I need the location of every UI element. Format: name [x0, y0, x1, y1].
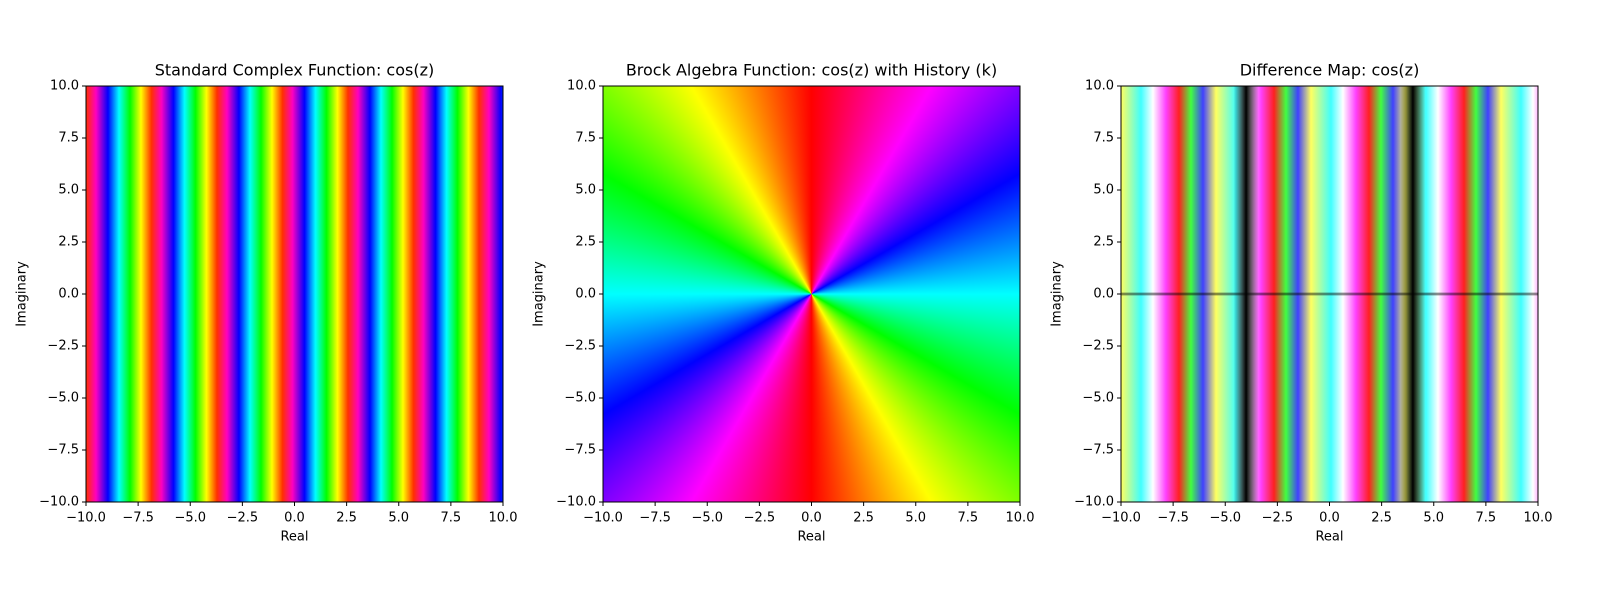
x-tick-label: 10.0: [1524, 511, 1553, 526]
image: [86, 86, 503, 502]
x-tick-label: −5.0: [691, 511, 723, 526]
x-axis-label: Real: [1315, 530, 1343, 545]
y-tick-label: −10.0: [556, 495, 596, 510]
y-tick-label: 5.0: [58, 183, 79, 198]
image: [1121, 86, 1538, 502]
y-tick-label: 2.5: [58, 235, 79, 250]
axes-frame: [85, 85, 504, 503]
x-axis-label: Real: [797, 530, 825, 545]
x-tick-label: 0.0: [284, 511, 305, 526]
y-tick-label: 7.5: [575, 131, 596, 146]
image: [603, 86, 1020, 502]
y-tick-label: 0.0: [575, 287, 596, 302]
y-tick-label: −7.5: [564, 443, 596, 458]
x-tick-label: −2.5: [744, 511, 776, 526]
y-tick-label: 10.0: [567, 79, 596, 94]
x-tick-label: −10.0: [583, 511, 623, 526]
x-tick-label: −7.5: [1157, 511, 1189, 526]
x-tick-label: 0.0: [801, 511, 822, 526]
axes-frame: [1120, 85, 1539, 503]
y-axis-label: Imaginary: [1050, 261, 1065, 327]
y-tick-label: 2.5: [1093, 235, 1114, 250]
y-tick-label: 0.0: [1093, 287, 1114, 302]
x-tick-label: −7.5: [639, 511, 671, 526]
y-tick-label: −10.0: [39, 495, 79, 510]
x-tick-label: −5.0: [1209, 511, 1241, 526]
x-tick-label: 2.5: [1371, 511, 1392, 526]
y-tick-label: 7.5: [1093, 131, 1114, 146]
y-tick-label: 10.0: [1085, 79, 1114, 94]
x-tick-label: 2.5: [336, 511, 357, 526]
y-tick-label: −7.5: [47, 443, 79, 458]
x-axis-label: Real: [280, 530, 308, 545]
y-tick-label: 5.0: [1093, 183, 1114, 198]
chart-title: Difference Map: cos(z): [1240, 61, 1420, 80]
x-tick-label: 7.5: [1476, 511, 1497, 526]
chart-title: Brock Algebra Function: cos(z) with Hist…: [626, 61, 997, 80]
y-tick-label: 5.0: [575, 183, 596, 198]
axes-frame: [602, 85, 1021, 503]
y-tick-label: −7.5: [1082, 443, 1114, 458]
x-tick-label: 7.5: [441, 511, 462, 526]
x-tick-label: −10.0: [66, 511, 106, 526]
y-tick-label: −2.5: [564, 339, 596, 354]
x-tick-label: 5.0: [388, 511, 409, 526]
y-tick-label: −5.0: [47, 391, 79, 406]
x-tick-label: −2.5: [1262, 511, 1294, 526]
y-tick-label: −2.5: [1082, 339, 1114, 354]
y-tick-label: 0.0: [58, 287, 79, 302]
y-tick-label: 2.5: [575, 235, 596, 250]
x-tick-label: 5.0: [1423, 511, 1444, 526]
x-tick-label: 0.0: [1319, 511, 1340, 526]
y-axis-label: Imaginary: [15, 261, 30, 327]
x-tick-label: −5.0: [174, 511, 206, 526]
y-axis-label: Imaginary: [532, 261, 547, 327]
chart-title: Standard Complex Function: cos(z): [155, 61, 434, 80]
y-tick-label: −5.0: [564, 391, 596, 406]
y-tick-label: −2.5: [47, 339, 79, 354]
x-tick-label: 10.0: [1006, 511, 1035, 526]
x-tick-label: −7.5: [122, 511, 154, 526]
y-tick-label: −5.0: [1082, 391, 1114, 406]
y-tick-label: 10.0: [50, 79, 79, 94]
x-tick-label: 10.0: [489, 511, 518, 526]
x-tick-label: 5.0: [905, 511, 926, 526]
x-tick-label: −10.0: [1101, 511, 1141, 526]
x-tick-label: 2.5: [853, 511, 874, 526]
x-tick-label: −2.5: [227, 511, 259, 526]
y-tick-label: −10.0: [1074, 495, 1114, 510]
x-tick-label: 7.5: [958, 511, 979, 526]
y-tick-label: 7.5: [58, 131, 79, 146]
